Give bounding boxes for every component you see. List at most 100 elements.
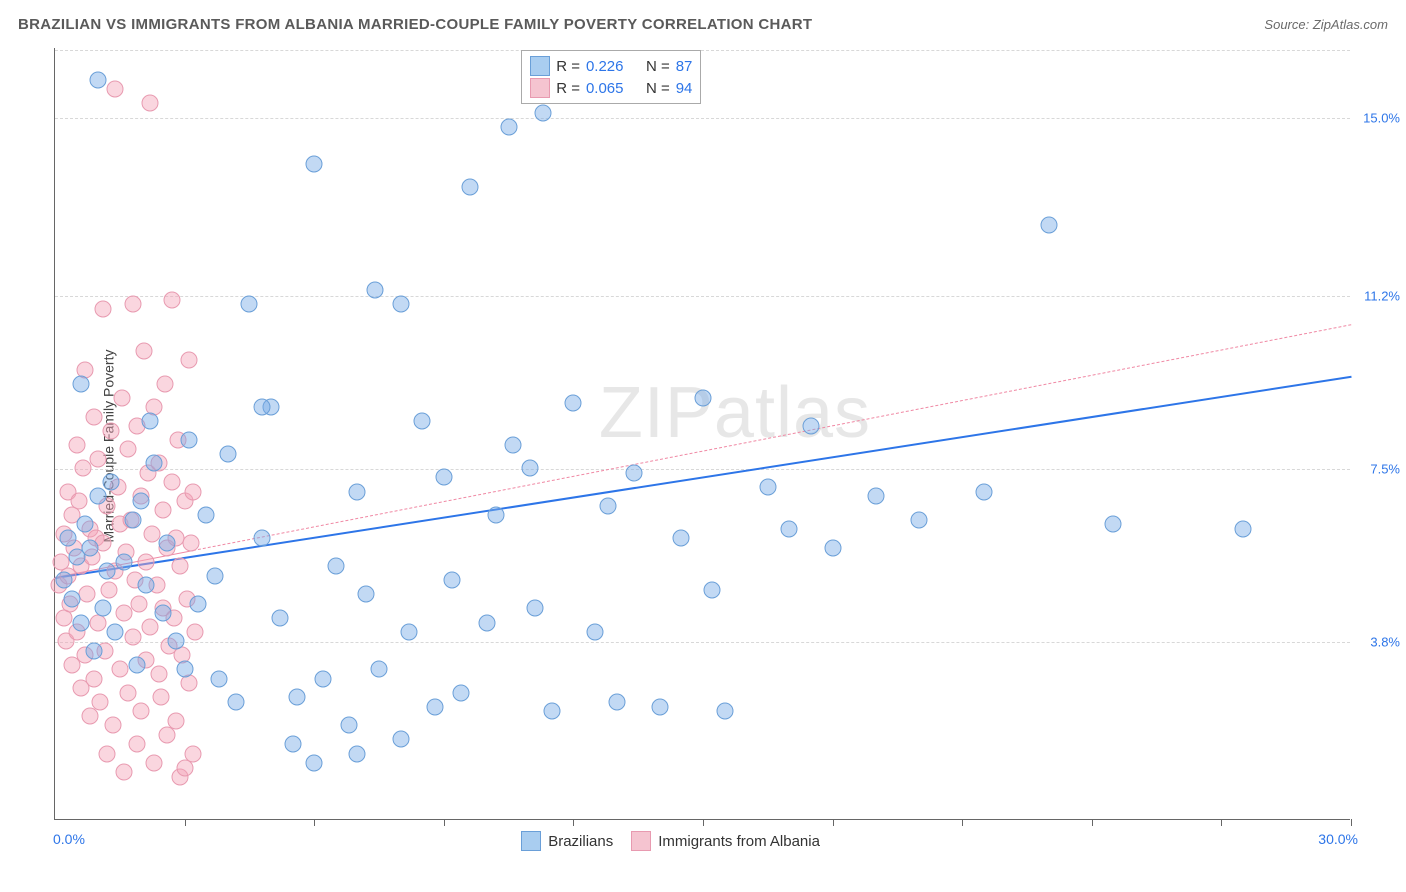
scatter-point	[111, 661, 128, 678]
scatter-point	[81, 708, 98, 725]
legend-swatch	[631, 831, 651, 851]
scatter-point	[64, 591, 81, 608]
scatter-point	[133, 492, 150, 509]
scatter-point	[72, 614, 89, 631]
scatter-point	[487, 506, 504, 523]
gridline	[55, 50, 1350, 51]
scatter-point	[103, 474, 120, 491]
scatter-point	[392, 296, 409, 313]
r-value: 0.065	[586, 80, 640, 97]
gridline	[55, 118, 1350, 119]
scatter-point	[107, 81, 124, 98]
scatter-point	[129, 656, 146, 673]
scatter-point	[358, 586, 375, 603]
scatter-point	[479, 614, 496, 631]
scatter-point	[90, 450, 107, 467]
scatter-point	[94, 600, 111, 617]
scatter-point	[526, 600, 543, 617]
scatter-point	[116, 605, 133, 622]
scatter-point	[599, 497, 616, 514]
scatter-point	[129, 736, 146, 753]
scatter-point	[146, 455, 163, 472]
scatter-point	[651, 698, 668, 715]
scatter-point	[543, 703, 560, 720]
scatter-point	[608, 694, 625, 711]
scatter-point	[155, 605, 172, 622]
r-label: R =	[556, 58, 580, 75]
scatter-point	[414, 413, 431, 430]
scatter-point	[120, 441, 137, 458]
scatter-point	[306, 155, 323, 172]
scatter-point	[211, 670, 228, 687]
scatter-point	[90, 488, 107, 505]
scatter-point	[189, 595, 206, 612]
watermark: ZIPatlas	[599, 372, 871, 454]
n-label: N =	[646, 58, 670, 75]
r-value: 0.226	[586, 58, 640, 75]
scatter-point	[349, 745, 366, 762]
scatter-point	[124, 628, 141, 645]
scatter-point	[759, 478, 776, 495]
scatter-point	[673, 530, 690, 547]
scatter-point	[59, 530, 76, 547]
scatter-point	[185, 745, 202, 762]
scatter-point	[94, 301, 111, 318]
gridline	[55, 642, 1350, 643]
scatter-point	[116, 764, 133, 781]
x-tick	[1221, 819, 1222, 826]
scatter-point	[288, 689, 305, 706]
scatter-point	[254, 399, 271, 416]
legend-swatch	[530, 78, 550, 98]
scatter-point	[155, 502, 172, 519]
scatter-point	[535, 104, 552, 121]
x-min-label: 0.0%	[53, 831, 85, 847]
chart-source: Source: ZipAtlas.com	[1264, 17, 1388, 32]
chart-title: BRAZILIAN VS IMMIGRANTS FROM ALBANIA MAR…	[18, 16, 812, 33]
scatter-point	[163, 474, 180, 491]
scatter-point	[371, 661, 388, 678]
chart-header: BRAZILIAN VS IMMIGRANTS FROM ALBANIA MAR…	[18, 16, 1388, 33]
scatter-point	[284, 736, 301, 753]
legend-label: Immigrants from Albania	[658, 833, 820, 850]
scatter-point	[105, 717, 122, 734]
scatter-point	[183, 534, 200, 551]
scatter-point	[137, 577, 154, 594]
y-tick-label: 11.2%	[1356, 288, 1400, 303]
scatter-point	[55, 572, 72, 589]
scatter-point	[167, 712, 184, 729]
scatter-point	[135, 343, 152, 360]
scatter-point	[92, 694, 109, 711]
scatter-point	[85, 642, 102, 659]
y-tick-label: 3.8%	[1356, 635, 1400, 650]
scatter-point	[101, 581, 118, 598]
scatter-point	[401, 623, 418, 640]
x-tick	[833, 819, 834, 826]
n-label: N =	[646, 80, 670, 97]
scatter-point	[625, 464, 642, 481]
scatter-point	[366, 282, 383, 299]
scatter-point	[180, 352, 197, 369]
legend-label: Brazilians	[548, 833, 613, 850]
scatter-point	[70, 492, 87, 509]
scatter-point	[314, 670, 331, 687]
scatter-point	[98, 745, 115, 762]
scatter-point	[133, 703, 150, 720]
scatter-point	[306, 754, 323, 771]
scatter-point	[271, 609, 288, 626]
scatter-point	[911, 511, 928, 528]
scatter-point	[185, 483, 202, 500]
legend-row: R =0.226N =87	[530, 55, 692, 77]
x-tick	[314, 819, 315, 826]
r-label: R =	[556, 80, 580, 97]
scatter-point	[150, 665, 167, 682]
scatter-point	[461, 179, 478, 196]
scatter-plot-area: ZIPatlas 3.8%7.5%11.2%15.0%0.0%30.0%R =0…	[54, 48, 1350, 820]
scatter-point	[157, 375, 174, 392]
scatter-point	[254, 530, 271, 547]
scatter-point	[803, 417, 820, 434]
scatter-point	[172, 558, 189, 575]
x-tick	[185, 819, 186, 826]
scatter-point	[327, 558, 344, 575]
scatter-point	[703, 581, 720, 598]
scatter-point	[103, 422, 120, 439]
